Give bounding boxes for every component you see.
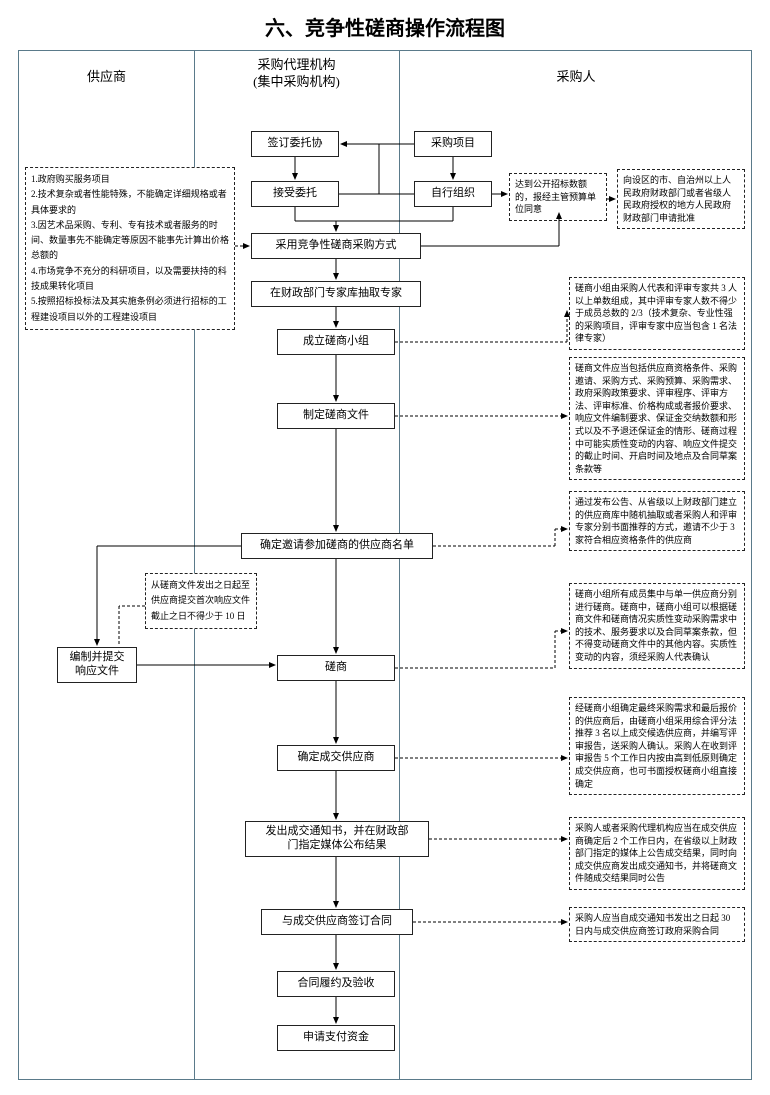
col-header-agency-l2: (集中采购机构) — [194, 74, 399, 91]
node-submit-l2: 响应文件 — [70, 665, 125, 679]
note-contract: 采购人应当自成交通知书发出之日起 30 日内与成交供应商签订政府采购合同 — [569, 907, 745, 942]
node-supplier-list: 确定邀请参加磋商的供应商名单 — [241, 533, 433, 559]
node-accept-entrust: 接受委托 — [251, 181, 339, 207]
node-draw-experts: 在财政部门专家库抽取专家 — [251, 281, 421, 307]
note-negotiate: 磋商小组所有成员集中与单一供应商分别进行磋商。磋商中，磋商小组可以根据磋商文件和… — [569, 583, 745, 669]
col-header-purchaser: 采购人 — [399, 69, 753, 86]
note-apply-approval: 向设区的市、自治州以上人民政府财政部门或者省级人民政府授权的地方人民政府财政部门… — [617, 169, 745, 229]
note-ten-days: 从磋商文件发出之日起至供应商提交首次响应文件截止之日不得少于 10 日 — [145, 573, 257, 629]
node-sign-entrust: 签订委托协 — [251, 131, 339, 157]
node-notice-l2: 门指定媒体公布结果 — [266, 839, 409, 853]
node-determine-supplier: 确定成交供应商 — [277, 745, 395, 771]
node-submit-response: 编制并提交 响应文件 — [57, 647, 137, 683]
note-notice: 采购人或者采购代理机构应当在成交供应商确定后 2 个工作日内，在省级以上财政部门… — [569, 817, 745, 890]
col-header-agency-l1: 采购代理机构 — [194, 57, 399, 74]
node-adopt-method: 采用竞争性磋商采购方式 — [251, 233, 421, 259]
node-self-organize: 自行组织 — [414, 181, 492, 207]
node-pay: 申请支付资金 — [277, 1025, 395, 1051]
note-threshold: 达到公开招标数额的，报经主管预算单位同意 — [509, 173, 607, 221]
node-form-group: 成立磋商小组 — [277, 329, 395, 355]
page-title: 六、竞争性磋商操作流程图 — [0, 0, 770, 49]
node-negotiate: 磋商 — [277, 655, 395, 681]
node-notice-l1: 发出成交通知书，并在财政部 — [266, 825, 409, 839]
node-submit-l1: 编制并提交 — [70, 651, 125, 665]
flowchart-container: 供应商 采购代理机构 (集中采购机构) 采购人 签订委托协 采购项目 接受委托 … — [18, 50, 752, 1080]
col-header-agency: 采购代理机构 (集中采购机构) — [194, 57, 399, 91]
note-doc-contents: 磋商文件应当包括供应商资格条件、采购邀请、采购方式、采购预算、采购需求、政府采购… — [569, 357, 745, 480]
node-perform: 合同履约及验收 — [277, 971, 395, 997]
col-header-supplier: 供应商 — [19, 69, 194, 86]
note-group-composition: 磋商小组由采购人代表和评审专家共 3 人以上单数组成，其中评审专家人数不得少于成… — [569, 277, 745, 350]
node-procure-project: 采购项目 — [414, 131, 492, 157]
note-invitation: 通过发布公告、从省级以上财政部门建立的供应商库中随机抽取或者采购人和评审专家分别… — [569, 491, 745, 551]
node-doc: 制定磋商文件 — [277, 403, 395, 429]
node-sign-contract: 与成交供应商签订合同 — [261, 909, 413, 935]
node-issue-notice: 发出成交通知书，并在财政部 门指定媒体公布结果 — [245, 821, 429, 857]
note-conditions: 1.政府购买服务项目 2.技术复杂或者性能特殊，不能确定详细规格或者具体要求的 … — [25, 167, 235, 330]
note-determine: 经磋商小组确定最终采购需求和最后报价的供应商后，由磋商小组采用综合评分法推荐 3… — [569, 697, 745, 795]
